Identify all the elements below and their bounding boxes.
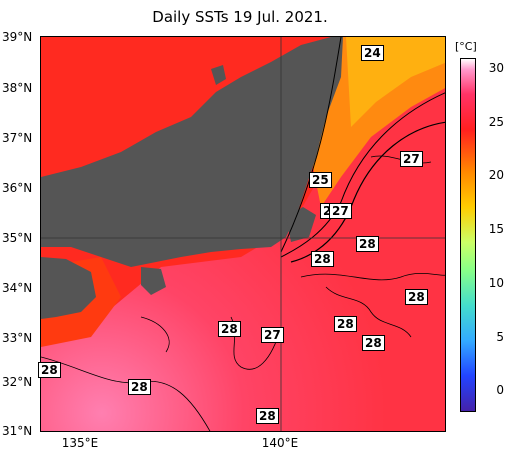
temp-label: 28 [405, 289, 428, 305]
temp-label: 28 [356, 236, 379, 252]
cool-zone-orange [311, 37, 445, 207]
temp-label: 27 [400, 151, 423, 167]
temp-label: 28 [218, 321, 241, 337]
lon-label: 135°E [61, 436, 99, 450]
temp-label: 27 [329, 203, 352, 219]
contour-line [140, 316, 170, 353]
colorbar-tick: 30 [488, 61, 504, 75]
colorbar-tick: 15 [488, 222, 504, 236]
temp-label: 25 [309, 172, 332, 188]
contour-line [325, 286, 412, 338]
colorbar-tick: 25 [488, 115, 504, 129]
colorbar-tick: 0 [496, 383, 504, 397]
sst-map-canvas [41, 37, 445, 431]
land-boso [286, 207, 316, 242]
temp-label: 28 [128, 379, 151, 395]
lat-label: 37°N [2, 131, 33, 145]
land-kii [141, 267, 166, 295]
land-shikoku [41, 257, 96, 319]
land-sado [211, 65, 226, 85]
temp-label: 28 [334, 316, 357, 332]
colorbar [460, 58, 476, 412]
temp-label: 24 [361, 45, 384, 61]
lat-label: 38°N [2, 81, 33, 95]
temp-label: 28 [311, 251, 334, 267]
colorbar-tick: 5 [496, 330, 504, 344]
colorbar-tick: 10 [488, 276, 504, 290]
contour-line [300, 272, 445, 281]
sst-map [40, 36, 446, 432]
contour-line [280, 37, 342, 253]
lat-label: 34°N [2, 281, 33, 295]
contour-line [280, 92, 445, 258]
temp-label: 28 [362, 335, 385, 351]
lat-label: 31°N [2, 424, 33, 438]
colorbar-unit: [°C] [455, 40, 477, 53]
lat-label: 39°N [2, 30, 33, 44]
colorbar-tick: 20 [488, 168, 504, 182]
lat-label: 33°N [2, 331, 33, 345]
map-title: Daily SSTs 19 Jul. 2021. [152, 8, 328, 26]
land-honshu [41, 37, 343, 267]
temp-label: 28 [38, 362, 61, 378]
temp-label: 27 [261, 327, 284, 343]
lat-label: 35°N [2, 231, 33, 245]
lat-label: 32°N [2, 375, 33, 389]
lat-label: 36°N [2, 181, 33, 195]
lon-label: 140°E [261, 436, 299, 450]
temp-label: 28 [256, 408, 279, 424]
